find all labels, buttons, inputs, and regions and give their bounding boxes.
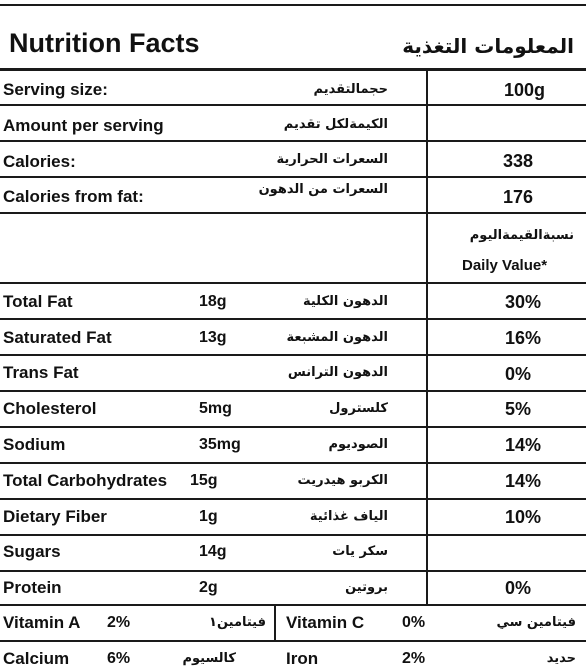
nutrient-amount: 2g	[199, 579, 218, 596]
title-en: Nutrition Facts	[9, 28, 200, 58]
divider	[0, 462, 586, 464]
divider	[0, 318, 586, 320]
title-ar: المعلومات التغذية	[402, 34, 574, 58]
nutrient-name: Protein	[3, 578, 62, 597]
divider	[0, 282, 586, 284]
calories-from-fat-label: Calories from fat:	[3, 187, 144, 206]
divider	[0, 390, 586, 392]
nutrient-daily-value: 0%	[505, 578, 532, 598]
nutrient-name: Cholesterol	[3, 399, 97, 418]
nutrient-name-ar: سكر يات	[332, 544, 388, 559]
nutrient-daily-value: 14%	[505, 435, 542, 455]
nutrient-daily-value: 0%	[505, 364, 532, 384]
serving-size-label: Serving size:	[3, 80, 108, 99]
column-divider	[426, 70, 428, 604]
iron-value: 2%	[402, 650, 426, 667]
nutrient-name: Total Fat	[3, 292, 73, 311]
calories-from-fat-label-ar: السعرات من الدهون	[258, 182, 388, 197]
nutrient-daily-value: 16%	[505, 328, 542, 348]
vitamin-a-label-ar: فيتامين١	[209, 615, 266, 630]
nutrient-name-ar: الدهون الكلية	[302, 294, 388, 309]
nutrient-name: Sugars	[3, 542, 61, 561]
iron-label: Iron	[286, 649, 319, 668]
nutrient-amount: 5mg	[199, 400, 232, 417]
calcium-label: Calcium	[3, 649, 70, 668]
calcium-value: 6%	[107, 650, 131, 667]
serving-size-value: 100g	[504, 80, 546, 100]
calories-label-ar: السعرات الحرارية	[276, 152, 388, 167]
nutrient-name-ar: الدهون الترانس	[287, 365, 388, 380]
nutrient-name-ar: الدهون المشبعة	[286, 330, 388, 345]
amount-per-serving-label: Amount per serving	[3, 116, 164, 135]
nutrient-amount: 1g	[199, 508, 218, 525]
divider	[0, 104, 586, 106]
nutrient-amount: 13g	[199, 329, 227, 346]
nutrient-amount: 18g	[199, 293, 227, 310]
calories-value: 338	[503, 151, 534, 171]
divider	[0, 140, 586, 142]
divider	[0, 640, 586, 642]
nutrient-name: Sodium	[3, 435, 66, 454]
nutrient-amount: 35mg	[199, 436, 241, 453]
nutrient-daily-value: 14%	[505, 471, 542, 491]
nutrient-name: Saturated Fat	[3, 328, 112, 347]
calories-label: Calories:	[3, 152, 76, 171]
iron-label-ar: حديد	[546, 651, 576, 666]
divider	[0, 604, 586, 606]
divider	[0, 498, 586, 500]
divider	[0, 534, 586, 536]
vitamin-a-value: 2%	[107, 614, 131, 631]
daily-value-header-ar: نسبةالقيمةاليوم	[469, 228, 574, 243]
amount-per-serving-label-ar: الكيمةلكل تقديم	[283, 117, 388, 132]
calories-from-fat-value: 176	[503, 187, 534, 207]
nutrient-name: Dietary Fiber	[3, 507, 107, 526]
divider	[0, 570, 586, 572]
nutrient-name: Trans Fat	[3, 363, 79, 382]
nutrient-name: Total Carbohydrates	[3, 471, 168, 490]
vitamin-c-label: Vitamin C	[286, 613, 365, 632]
vitamin-c-value: 0%	[402, 614, 426, 631]
nutrient-name-ar: الياف غذائية	[309, 509, 388, 524]
header-rule	[0, 68, 586, 71]
nutrient-daily-value: 10%	[505, 507, 542, 527]
vitamin-column-divider	[274, 604, 276, 640]
nutrient-name-ar: الصوديوم	[328, 437, 388, 452]
divider	[0, 426, 586, 428]
divider	[0, 354, 586, 356]
vitamin-c-label-ar: فيتامين سي	[496, 615, 576, 630]
nutrient-daily-value: 5%	[505, 399, 532, 419]
nutrient-name-ar: الكربو هيدريت	[297, 473, 389, 488]
divider	[0, 176, 586, 178]
nutrient-name-ar: كلسترول	[329, 401, 388, 416]
top-border	[0, 4, 586, 6]
nutrient-amount: 15g	[190, 472, 218, 489]
daily-value-header: Daily Value*	[462, 257, 548, 274]
serving-size-label-ar: حجمالتقديم	[313, 82, 388, 97]
vitamin-a-label: Vitamin A	[3, 613, 81, 632]
nutrient-name-ar: بروتين	[345, 580, 388, 595]
divider	[0, 212, 586, 214]
nutrient-amount: 14g	[199, 543, 227, 560]
calcium-label-ar: كالسيوم	[182, 651, 236, 666]
nutrient-daily-value: 30%	[505, 292, 542, 312]
